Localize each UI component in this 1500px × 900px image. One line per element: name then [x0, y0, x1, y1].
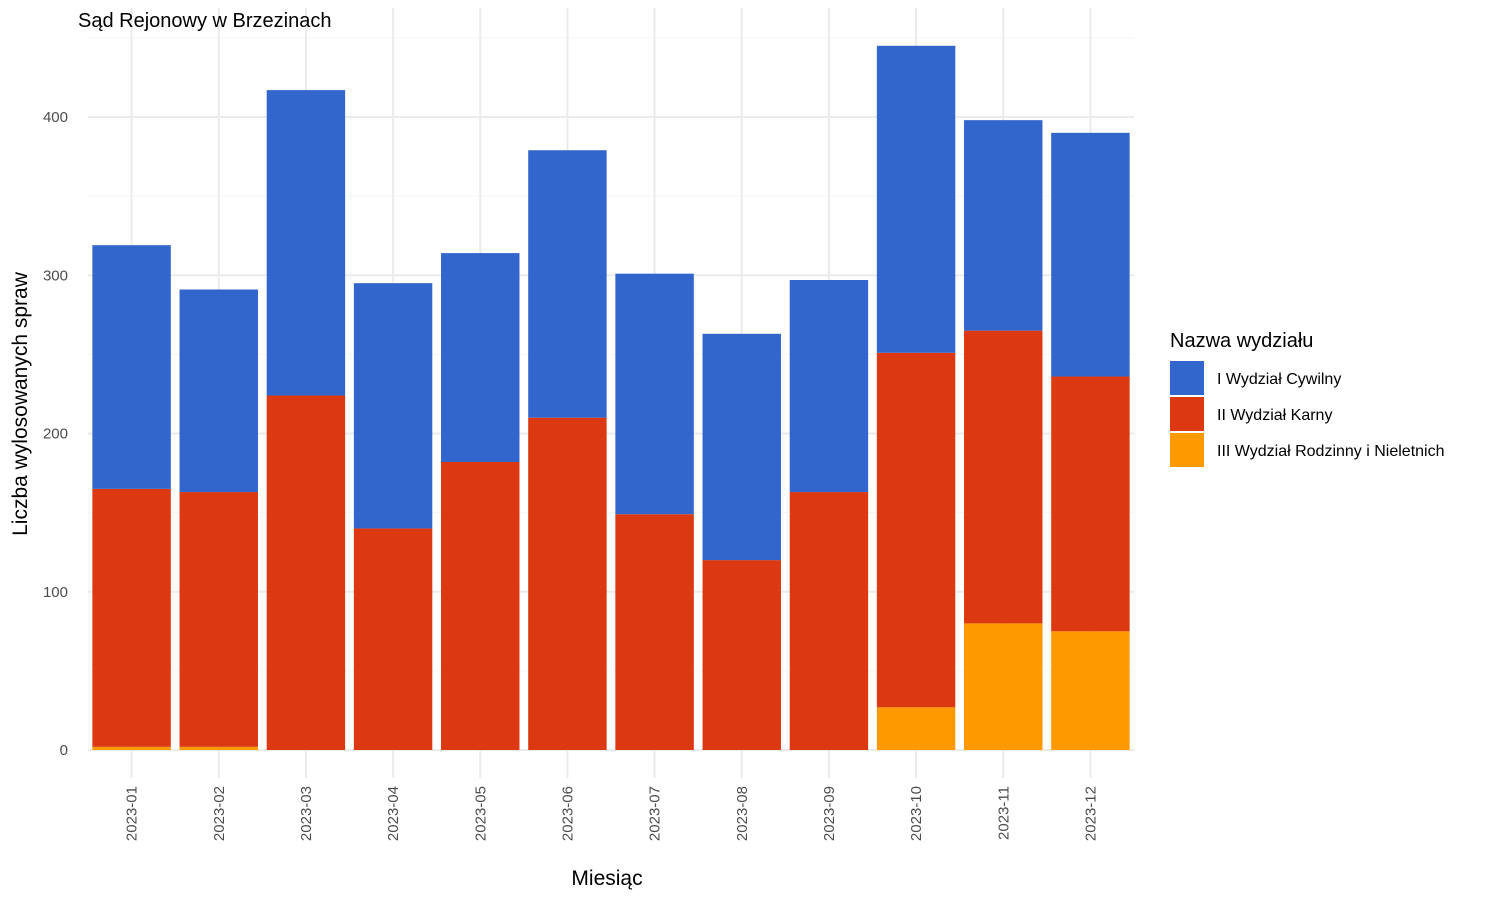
legend-title: Nazwa wydziału — [1170, 330, 1313, 352]
x-axis-title: Miesiąc — [571, 867, 642, 890]
x-tick-label: 2023-12 — [1082, 786, 1099, 841]
x-tick-label: 2023-06 — [559, 786, 576, 841]
bar-segment — [964, 623, 1043, 750]
bar-segment — [92, 245, 171, 489]
legend-label: II Wydział Karny — [1217, 407, 1332, 424]
bar-segment — [179, 746, 258, 750]
bar-segment — [876, 352, 956, 708]
x-tick-label: 2023-10 — [908, 786, 925, 841]
bar-segment — [789, 279, 869, 493]
bar-segment — [441, 461, 520, 750]
y-tick-label: 200 — [43, 426, 68, 443]
bar-segment — [179, 492, 258, 747]
bar-segment — [702, 560, 781, 750]
x-tick-label: 2023-05 — [472, 786, 489, 841]
legend-key — [1170, 397, 1204, 431]
bar-segment — [266, 395, 346, 750]
x-tick-label: 2023-09 — [821, 786, 838, 841]
bar-segment — [1051, 376, 1130, 632]
y-tick-label: 100 — [43, 584, 68, 601]
bar-segment — [964, 330, 1043, 624]
ticks-layer: 0 100 200 300 400 2023-01 2023-02 2023-03 2023-0… — [43, 109, 1099, 841]
x-tick-label: 2023-04 — [385, 786, 402, 841]
legend-label: I Wydział Cywilny — [1217, 371, 1341, 388]
bar-segment — [615, 514, 694, 750]
bar-segment — [92, 746, 171, 750]
bar-segment — [266, 90, 346, 396]
y-axis-title: Liczba wylosowanych spraw — [9, 271, 32, 536]
bar-segment — [1051, 132, 1130, 377]
bar-segment — [1051, 631, 1130, 750]
bar-segment — [528, 417, 607, 750]
bar-segment — [615, 273, 694, 515]
y-tick-label: 0 — [60, 742, 68, 759]
bars-layer — [92, 45, 1130, 750]
chart-title: Sąd Rejonowy w Brzezinach — [78, 10, 331, 32]
legend-label: III Wydział Rodzinny i Nieletnich — [1217, 443, 1445, 460]
y-tick-label: 400 — [43, 109, 68, 126]
x-tick-label: 2023-01 — [124, 786, 141, 841]
x-tick-label: 2023-07 — [647, 786, 664, 841]
legend-key — [1170, 433, 1204, 467]
bar-segment — [441, 253, 520, 462]
x-tick-label: 2023-03 — [298, 786, 315, 841]
bar-segment — [353, 528, 433, 750]
bar-segment — [353, 283, 433, 529]
bar-segment — [179, 289, 258, 493]
bar-segment — [92, 488, 171, 747]
legend-key — [1170, 361, 1204, 395]
bar-segment — [789, 492, 869, 750]
x-tick-label: 2023-11 — [995, 786, 1012, 840]
legend: Nazwa wydziału I Wydział Cywilny II Wydzi… — [1170, 330, 1445, 467]
bar-segment — [702, 333, 781, 561]
y-tick-label: 300 — [43, 267, 68, 284]
bar-segment — [876, 45, 956, 353]
bar-segment — [964, 120, 1043, 331]
x-tick-label: 2023-08 — [734, 786, 751, 841]
x-tick-label: 2023-02 — [211, 786, 228, 841]
bar-segment — [876, 707, 956, 750]
bar-segment — [528, 150, 607, 418]
